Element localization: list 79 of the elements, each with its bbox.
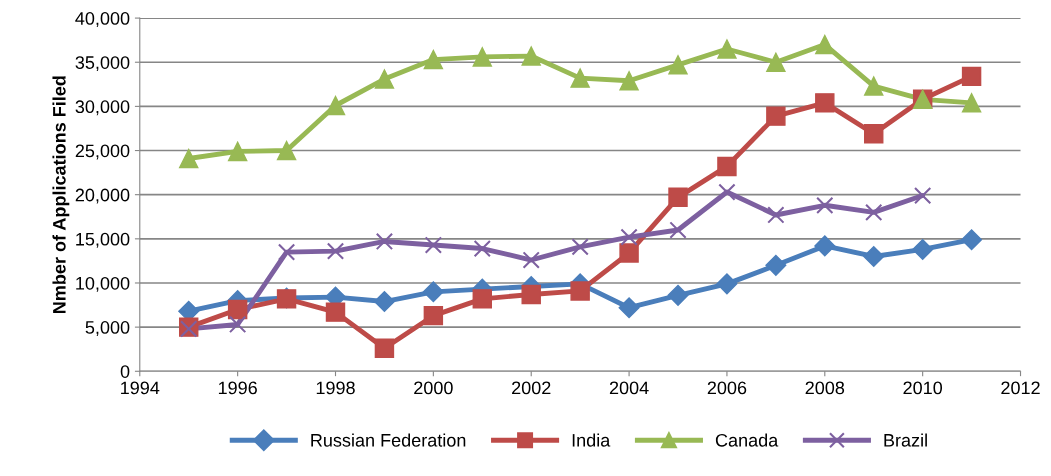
point	[767, 206, 785, 224]
point	[716, 273, 738, 295]
point	[863, 245, 885, 268]
legend-label: India	[572, 433, 611, 447]
point	[423, 305, 444, 326]
y-tick-label: 25,000	[75, 144, 130, 160]
point	[815, 93, 835, 113]
point	[961, 229, 983, 251]
point	[618, 297, 640, 319]
point	[864, 124, 884, 144]
y-tick-label: 20,000	[75, 188, 130, 204]
point	[668, 187, 688, 208]
x-tick-label: 1996	[218, 381, 257, 395]
x-tick-label: 2000	[414, 381, 453, 395]
point	[814, 235, 836, 257]
point	[718, 183, 736, 201]
point	[325, 95, 346, 116]
legend-label: Canada	[715, 433, 779, 447]
legend-label: Russian Federation	[311, 433, 466, 447]
point	[717, 156, 737, 177]
x-tick-label: 2008	[805, 381, 845, 395]
point	[961, 66, 982, 87]
x-tick-label: 2004	[609, 381, 649, 395]
point	[571, 238, 589, 256]
point	[522, 251, 540, 269]
point	[227, 299, 248, 320]
point	[375, 232, 394, 251]
point	[913, 186, 932, 205]
point	[228, 315, 247, 334]
y-tick-label: 40,000	[75, 12, 130, 27]
point	[620, 228, 638, 246]
x-tick-label: 2006	[707, 381, 747, 395]
point	[473, 239, 491, 258]
point	[178, 148, 199, 169]
y-tick-label: 35,000	[75, 56, 130, 72]
x-tick-label: 2010	[903, 381, 943, 395]
y-tick-label: 15,000	[76, 232, 130, 248]
point	[864, 76, 884, 96]
point	[423, 49, 444, 70]
point	[521, 46, 541, 66]
point	[424, 236, 443, 254]
point	[227, 141, 248, 162]
y-tick-label: 5,000	[85, 321, 130, 336]
x-tick-label: 2012	[1001, 381, 1040, 395]
legend-label: Brazil	[884, 433, 927, 447]
point	[422, 281, 444, 303]
point	[669, 221, 687, 239]
point	[325, 302, 346, 322]
x-tick-label: 2002	[512, 381, 551, 395]
point	[276, 140, 297, 161]
point	[570, 281, 590, 301]
point	[961, 93, 982, 113]
point	[326, 242, 345, 260]
point	[766, 52, 786, 72]
point	[815, 34, 835, 55]
point	[816, 196, 834, 214]
point	[374, 69, 395, 89]
point	[619, 243, 639, 263]
y-axis-title: Nmber of Applications Filed	[52, 76, 70, 314]
point	[667, 284, 689, 306]
y-tick-label: 30,000	[75, 100, 130, 116]
y-tick-label: 10,000	[76, 276, 130, 292]
point	[766, 106, 786, 126]
point	[570, 68, 590, 88]
point	[277, 243, 296, 261]
y-tick-label: 0	[120, 365, 130, 378]
point	[521, 284, 541, 305]
point	[619, 71, 639, 91]
point	[373, 291, 395, 313]
point	[765, 254, 787, 276]
point	[668, 55, 688, 75]
x-tick-label: 1998	[316, 381, 355, 395]
x-tick-label: 1994	[121, 381, 160, 395]
point	[374, 338, 395, 359]
point	[472, 47, 493, 67]
point	[472, 289, 493, 309]
point	[717, 39, 737, 59]
point	[912, 238, 934, 260]
point	[865, 203, 883, 222]
